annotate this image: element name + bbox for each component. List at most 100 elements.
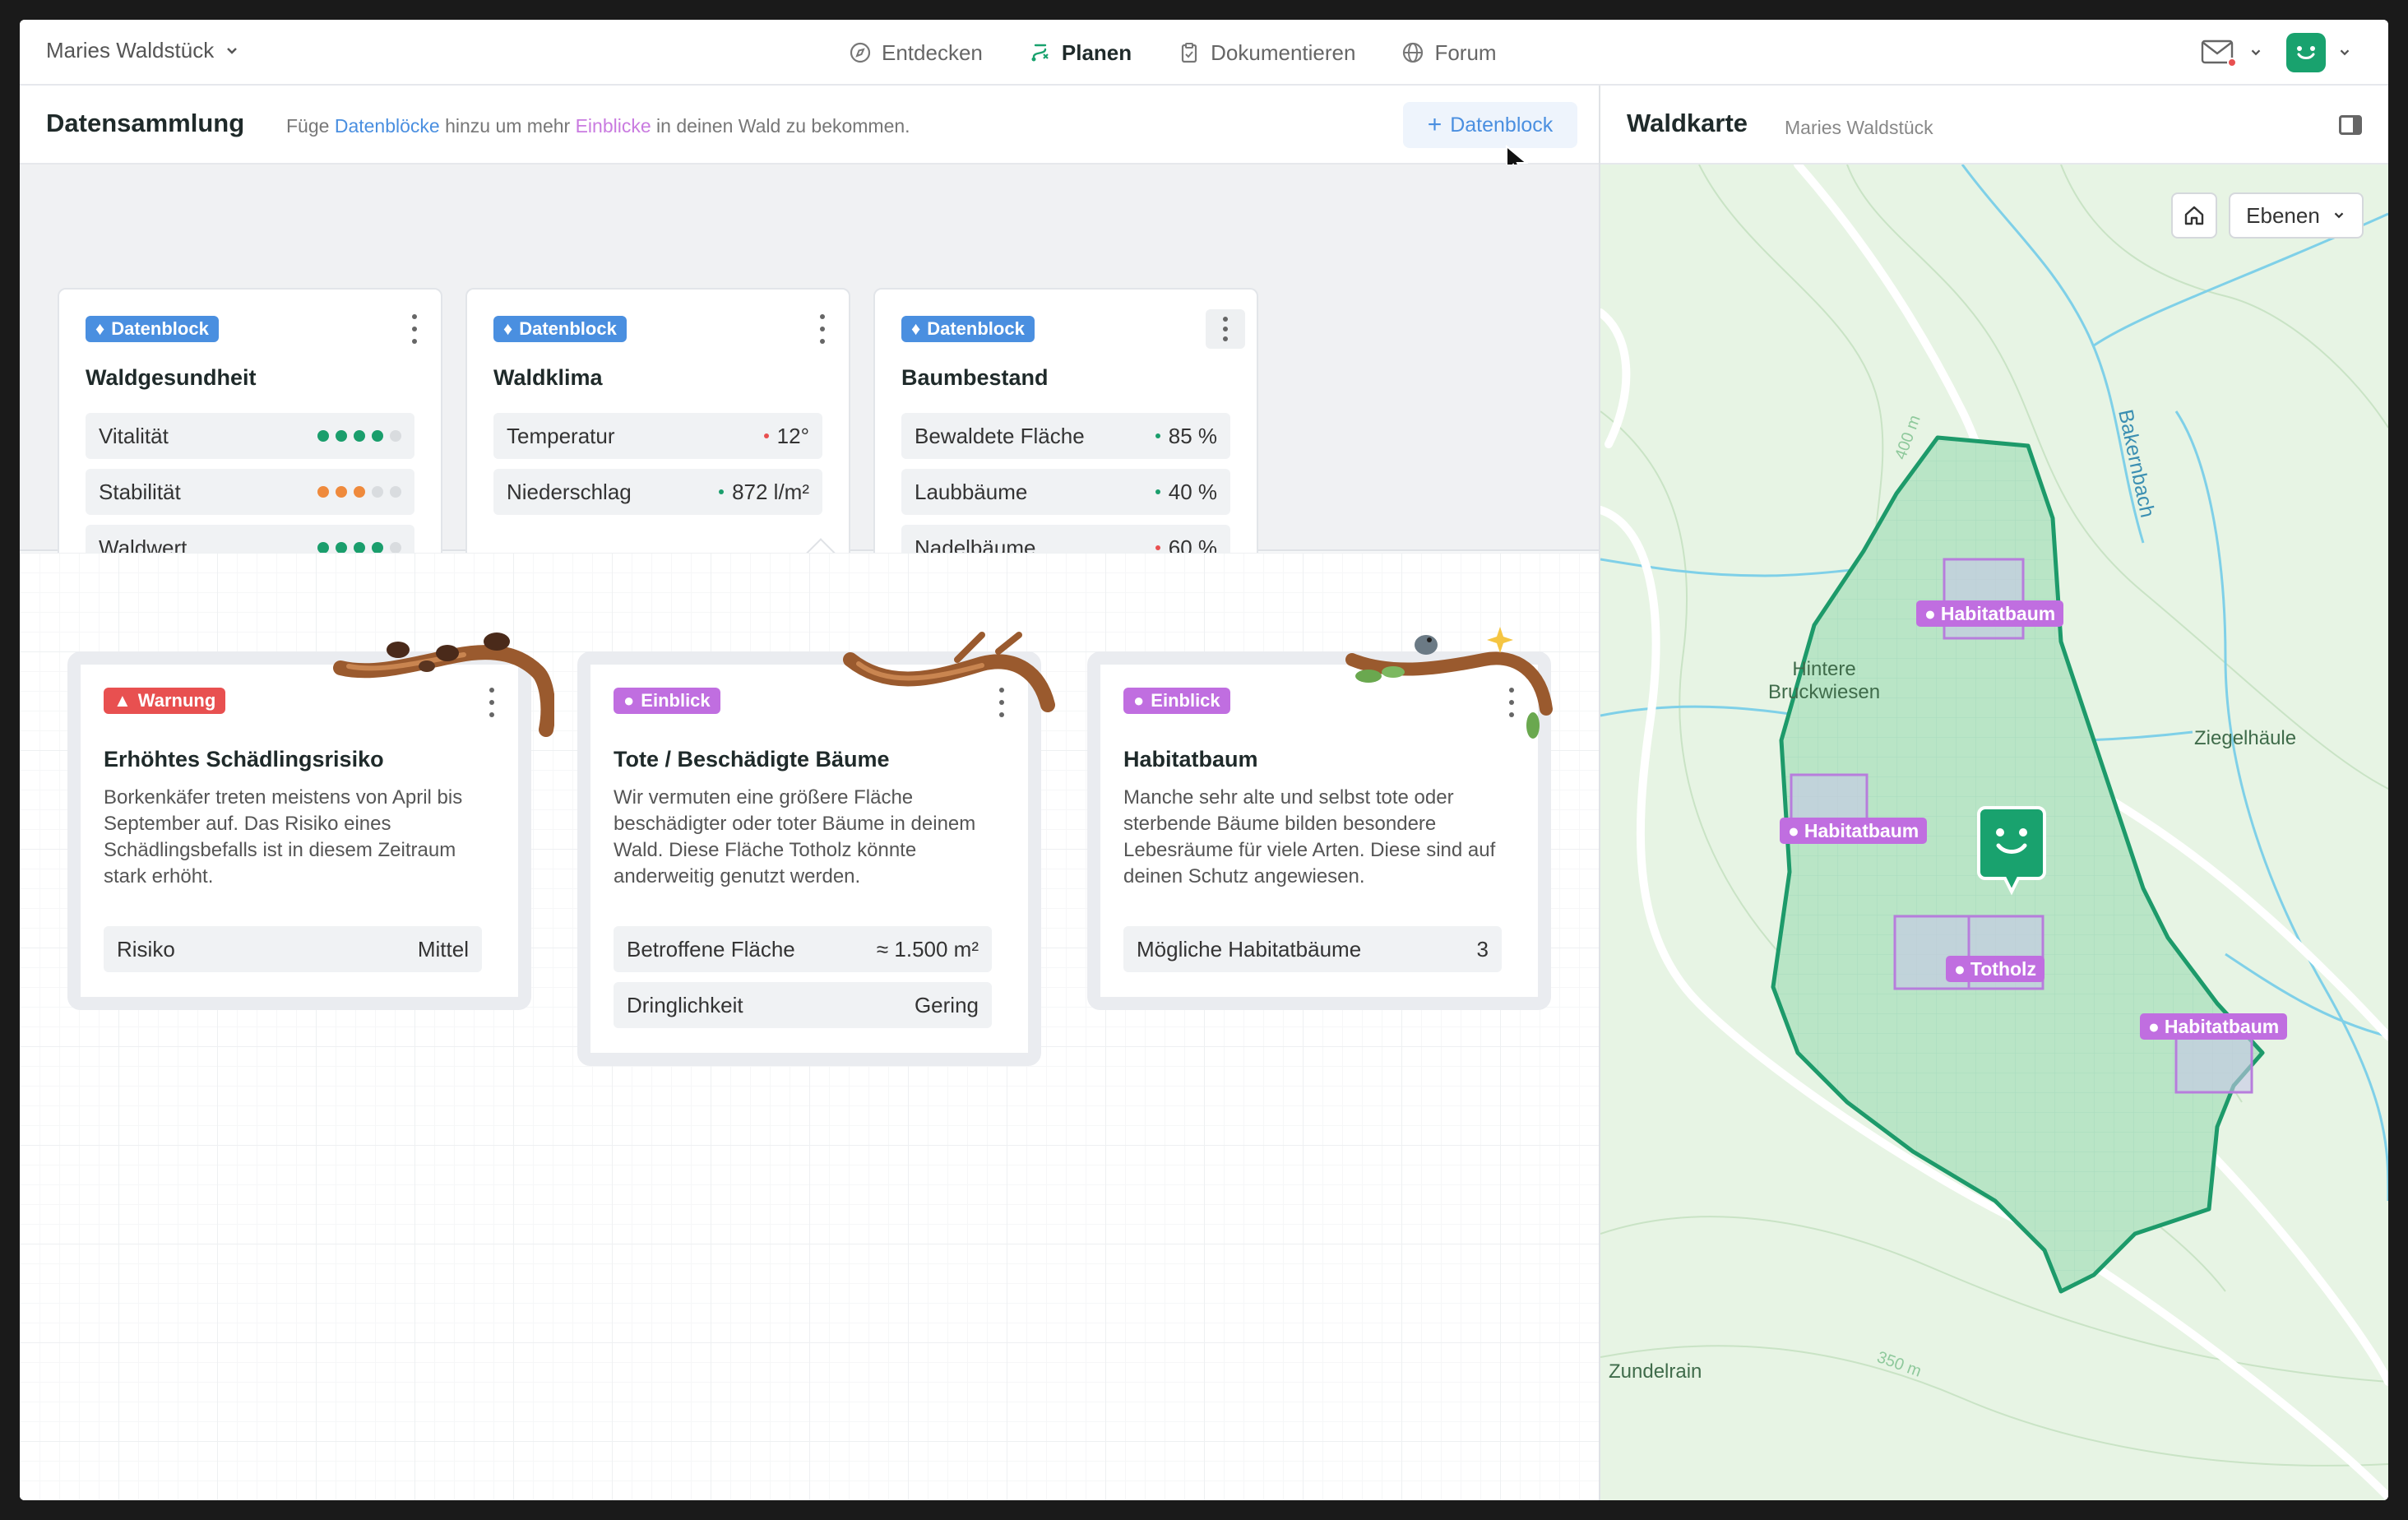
add-datablock-button[interactable]: + Datenblock [1403,102,1577,148]
rating-dots [317,486,401,498]
more-options-icon[interactable] [819,314,826,344]
nav-item-entdecken[interactable]: Entdecken [826,33,1006,72]
nav-right [2194,31,2352,74]
home-icon [2184,206,2204,225]
datablock-badge: ♦ Datenblock [86,316,219,342]
chevron-down-icon [2251,49,2261,56]
messages-button[interactable] [2194,31,2270,74]
more-options-icon[interactable] [1206,309,1245,349]
bird-branch-illustration [1345,627,1553,739]
metric-row: Temperatur 12° [493,413,822,459]
insight-badge: ● Einblick [1123,688,1230,714]
app-window: Maries Waldstück Entdecken Planen Dokume… [20,20,2388,1500]
deadwood-pin[interactable]: ● Totholz [1946,956,2044,982]
insight-description: Wir vermuten eine größere Fläche beschäd… [614,786,976,887]
insights-canvas: ▲ Warnung Erhöhtes Schädlingsrisiko Borke… [20,553,1599,1500]
status-dot [1155,545,1160,550]
compass-icon [850,42,871,63]
more-options-icon[interactable] [998,688,1005,717]
layers-dropdown[interactable]: Ebenen [2229,192,2364,239]
warning-triangle-icon: ▲ [113,690,132,711]
nav-label: Forum [1434,39,1497,65]
insight-row: Risiko Mittel [104,926,482,972]
top-navigation: Maries Waldstück Entdecken Planen Dokume… [20,20,2388,86]
project-switcher[interactable]: Maries Waldstück [46,38,240,63]
plus-icon: + [1427,111,1442,138]
insight-title: Tote / Beschädigte Bäume [614,747,890,772]
lightbulb-icon: ● [1788,819,1799,841]
more-options-icon[interactable] [489,688,495,717]
datablock-title: Waldgesundheit [86,365,257,390]
clipboard-icon [1182,43,1197,63]
place-label: Hintere Bruckwiesen [1768,658,1881,703]
smiley-icon [2297,46,2315,59]
globe-icon [1403,42,1424,63]
diamond-icon: ♦ [911,318,921,339]
insight-title: Erhöhtes Schädlingsrisiko [104,747,384,772]
forest-location-marker[interactable] [1977,806,2046,896]
lightbulb-icon: ● [623,690,635,711]
user-menu[interactable] [2286,33,2352,72]
insight-card[interactable]: ● Einblick Habitatbaum Manche sehr alte u… [1087,651,1551,1010]
page-title: Datensammlung [46,109,245,137]
avatar [2286,33,2326,72]
insights-link[interactable]: Einblicke [575,115,651,137]
metric-row: Vitalität [86,413,414,459]
habitat-pin[interactable]: ● Habitatbaum [1780,818,1928,844]
habitat-pin[interactable]: ● Habitatbaum [1916,600,2064,627]
nav-label: Planen [1061,39,1132,65]
status-dot [763,433,769,438]
chevron-down-icon [227,47,238,54]
datablock-card[interactable]: ♦ Datenblock Waldklima Temperatur 12° Nied… [465,288,850,600]
mail-icon [2201,39,2237,67]
status-dot [1155,433,1160,438]
chevron-down-icon [2334,212,2344,219]
insight-row: Mögliche Habitatbäume 3 [1123,926,1502,972]
insight-row: Dringlichkeit Gering [614,982,992,1028]
nav-label: Entdecken [882,39,983,65]
metric-row: Niederschlag 872 l/m² [493,469,822,515]
lightbulb-icon: ● [1133,690,1145,711]
map-canvas: 400 m 350 m Bakernbach [1600,165,2388,1500]
diamond-icon: ♦ [95,318,105,339]
nav-item-dokumentieren[interactable]: Dokumentieren [1155,33,1378,72]
insight-row: Betroffene Fläche ≈ 1.500 m² [614,926,992,972]
collection-header: Datensammlung Füge Datenblöcke hinzu um … [20,86,1599,177]
datablocks-link[interactable]: Datenblöcke [334,115,440,137]
lightbulb-icon: ● [1924,602,1936,624]
forest-map[interactable]: 400 m 350 m Bakernbach Hintere Bruckwies… [1600,165,2388,1500]
data-collection-panel: Datensammlung Füge Datenblöcke hinzu um … [20,86,1600,1500]
datablock-badge: ♦ Datenblock [493,316,627,342]
more-options-icon[interactable] [1508,688,1515,717]
rating-dots [317,542,401,554]
datablock-tray: ♦ Datenblock Waldgesundheit Vitalität Sta… [20,165,1599,600]
metric-row: Bewaldete Fläche 85 % [901,413,1230,459]
metric-row: Laubbäume 40 % [901,469,1230,515]
insight-card[interactable]: ● Einblick Tote / Beschädigte Bäume Wir v… [577,651,1041,1066]
sidebar-toggle-icon[interactable] [2339,115,2362,135]
project-name: Maries Waldstück [46,38,215,63]
datablock-card[interactable]: ♦ Datenblock Waldgesundheit Vitalität Sta… [58,288,442,600]
nav-item-forum[interactable]: Forum [1378,33,1519,72]
datablock-card[interactable]: ♦ Datenblock Baumbestand Bewaldete Fläche… [873,288,1258,600]
datablock-title: Waldklima [493,365,603,390]
insight-card[interactable]: ▲ Warnung Erhöhtes Schädlingsrisiko Borke… [67,651,531,1010]
main-nav: Entdecken Planen Dokumentieren Forum [826,33,1520,72]
dead-branch-illustration [843,632,1055,712]
lightbulb-icon: ● [2148,1015,2160,1037]
home-button[interactable] [2171,192,2217,239]
collection-subtitle: Füge Datenblöcke hinzu um mehr Einblicke… [286,115,910,137]
map-title: Waldkarte [1627,109,1748,137]
status-dot [719,489,725,494]
route-icon [1031,44,1049,62]
warning-badge: ▲ Warnung [104,688,226,714]
chevron-down-icon [2340,49,2350,56]
add-datablock-label: Datenblock [1450,113,1554,137]
map-header: Waldkarte Maries Waldstück [1600,86,2388,165]
habitat-pin[interactable]: ● Habitatbaum [2140,1013,2288,1040]
more-options-icon[interactable] [411,314,418,344]
place-label: Ziegelhäule [2194,727,2297,749]
nav-item-planen[interactable]: Planen [1006,33,1155,72]
insight-badge: ● Einblick [614,688,720,714]
layers-label: Ebenen [2246,202,2320,228]
